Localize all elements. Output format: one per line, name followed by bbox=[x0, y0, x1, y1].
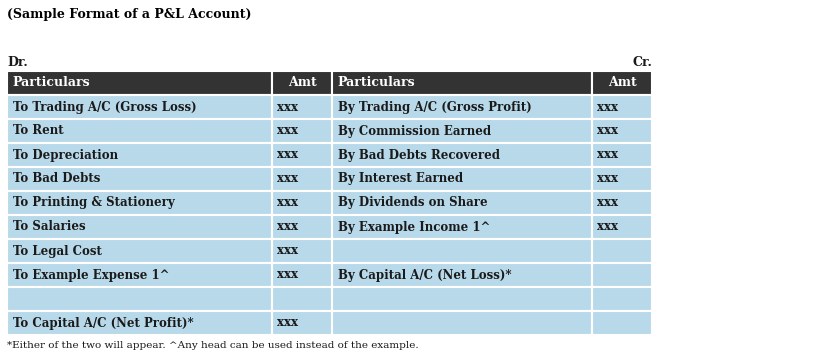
Bar bbox=[332, 119, 592, 143]
Bar bbox=[7, 119, 272, 143]
Text: By Dividends on Share: By Dividends on Share bbox=[338, 196, 488, 209]
Text: By Bad Debts Recovered: By Bad Debts Recovered bbox=[338, 148, 500, 161]
Bar bbox=[7, 167, 272, 191]
Text: To Printing & Stationery: To Printing & Stationery bbox=[13, 196, 175, 209]
Text: Amt: Amt bbox=[608, 77, 636, 90]
Bar bbox=[7, 143, 272, 167]
Text: By Example Income 1^: By Example Income 1^ bbox=[338, 221, 490, 234]
Bar bbox=[272, 119, 332, 143]
Bar bbox=[332, 71, 592, 95]
Bar bbox=[272, 95, 332, 119]
Bar bbox=[592, 311, 652, 335]
Text: xxx: xxx bbox=[597, 221, 618, 234]
Bar bbox=[272, 167, 332, 191]
Bar bbox=[7, 239, 272, 263]
Bar bbox=[7, 287, 272, 311]
Text: xxx: xxx bbox=[277, 244, 298, 257]
Bar bbox=[7, 263, 272, 287]
Bar bbox=[592, 239, 652, 263]
Bar bbox=[7, 95, 272, 119]
Bar bbox=[332, 191, 592, 215]
Bar bbox=[332, 239, 592, 263]
Text: xxx: xxx bbox=[277, 221, 298, 234]
Bar bbox=[592, 263, 652, 287]
Bar bbox=[7, 71, 272, 95]
Bar bbox=[592, 191, 652, 215]
Text: To Bad Debts: To Bad Debts bbox=[13, 173, 100, 186]
Bar bbox=[592, 167, 652, 191]
Text: Particulars: Particulars bbox=[337, 77, 414, 90]
Text: To Legal Cost: To Legal Cost bbox=[13, 244, 102, 257]
Bar bbox=[592, 215, 652, 239]
Text: To Capital A/C (Net Profit)*: To Capital A/C (Net Profit)* bbox=[13, 317, 194, 330]
Text: To Trading A/C (Gross Loss): To Trading A/C (Gross Loss) bbox=[13, 100, 197, 113]
Bar bbox=[332, 215, 592, 239]
Bar bbox=[332, 287, 592, 311]
Text: xxx: xxx bbox=[277, 196, 298, 209]
Text: To Depreciation: To Depreciation bbox=[13, 148, 118, 161]
Bar bbox=[592, 119, 652, 143]
Bar bbox=[272, 239, 332, 263]
Text: By Interest Earned: By Interest Earned bbox=[338, 173, 463, 186]
Bar bbox=[272, 143, 332, 167]
Bar bbox=[272, 263, 332, 287]
Text: Dr.: Dr. bbox=[7, 56, 28, 69]
Text: xxx: xxx bbox=[277, 100, 298, 113]
Text: xxx: xxx bbox=[597, 173, 618, 186]
Bar bbox=[272, 215, 332, 239]
Bar bbox=[592, 71, 652, 95]
Text: To Example Expense 1^: To Example Expense 1^ bbox=[13, 269, 169, 282]
Text: xxx: xxx bbox=[277, 125, 298, 138]
Text: By Commission Earned: By Commission Earned bbox=[338, 125, 491, 138]
Text: Cr.: Cr. bbox=[632, 56, 652, 69]
Bar bbox=[592, 143, 652, 167]
Text: xxx: xxx bbox=[277, 148, 298, 161]
Text: By Trading A/C (Gross Profit): By Trading A/C (Gross Profit) bbox=[338, 100, 532, 113]
Bar bbox=[332, 95, 592, 119]
Bar bbox=[272, 311, 332, 335]
Bar bbox=[7, 215, 272, 239]
Bar bbox=[332, 143, 592, 167]
Text: xxx: xxx bbox=[277, 269, 298, 282]
Text: xxx: xxx bbox=[597, 148, 618, 161]
Bar bbox=[332, 167, 592, 191]
Text: xxx: xxx bbox=[277, 173, 298, 186]
Text: By Capital A/C (Net Loss)*: By Capital A/C (Net Loss)* bbox=[338, 269, 511, 282]
Bar bbox=[272, 191, 332, 215]
Bar bbox=[272, 287, 332, 311]
Bar bbox=[7, 191, 272, 215]
Text: xxx: xxx bbox=[597, 100, 618, 113]
Text: To Salaries: To Salaries bbox=[13, 221, 86, 234]
Bar bbox=[592, 95, 652, 119]
Bar bbox=[7, 311, 272, 335]
Text: To Rent: To Rent bbox=[13, 125, 64, 138]
Bar bbox=[332, 311, 592, 335]
Text: xxx: xxx bbox=[277, 317, 298, 330]
Text: Amt: Amt bbox=[288, 77, 316, 90]
Text: xxx: xxx bbox=[597, 125, 618, 138]
Text: xxx: xxx bbox=[597, 196, 618, 209]
Bar bbox=[332, 263, 592, 287]
Text: (Sample Format of a P&L Account): (Sample Format of a P&L Account) bbox=[7, 8, 252, 21]
Text: *Either of the two will appear. ^Any head can be used instead of the example.: *Either of the two will appear. ^Any hea… bbox=[7, 341, 418, 350]
Text: Particulars: Particulars bbox=[12, 77, 90, 90]
Bar bbox=[272, 71, 332, 95]
Bar bbox=[592, 287, 652, 311]
